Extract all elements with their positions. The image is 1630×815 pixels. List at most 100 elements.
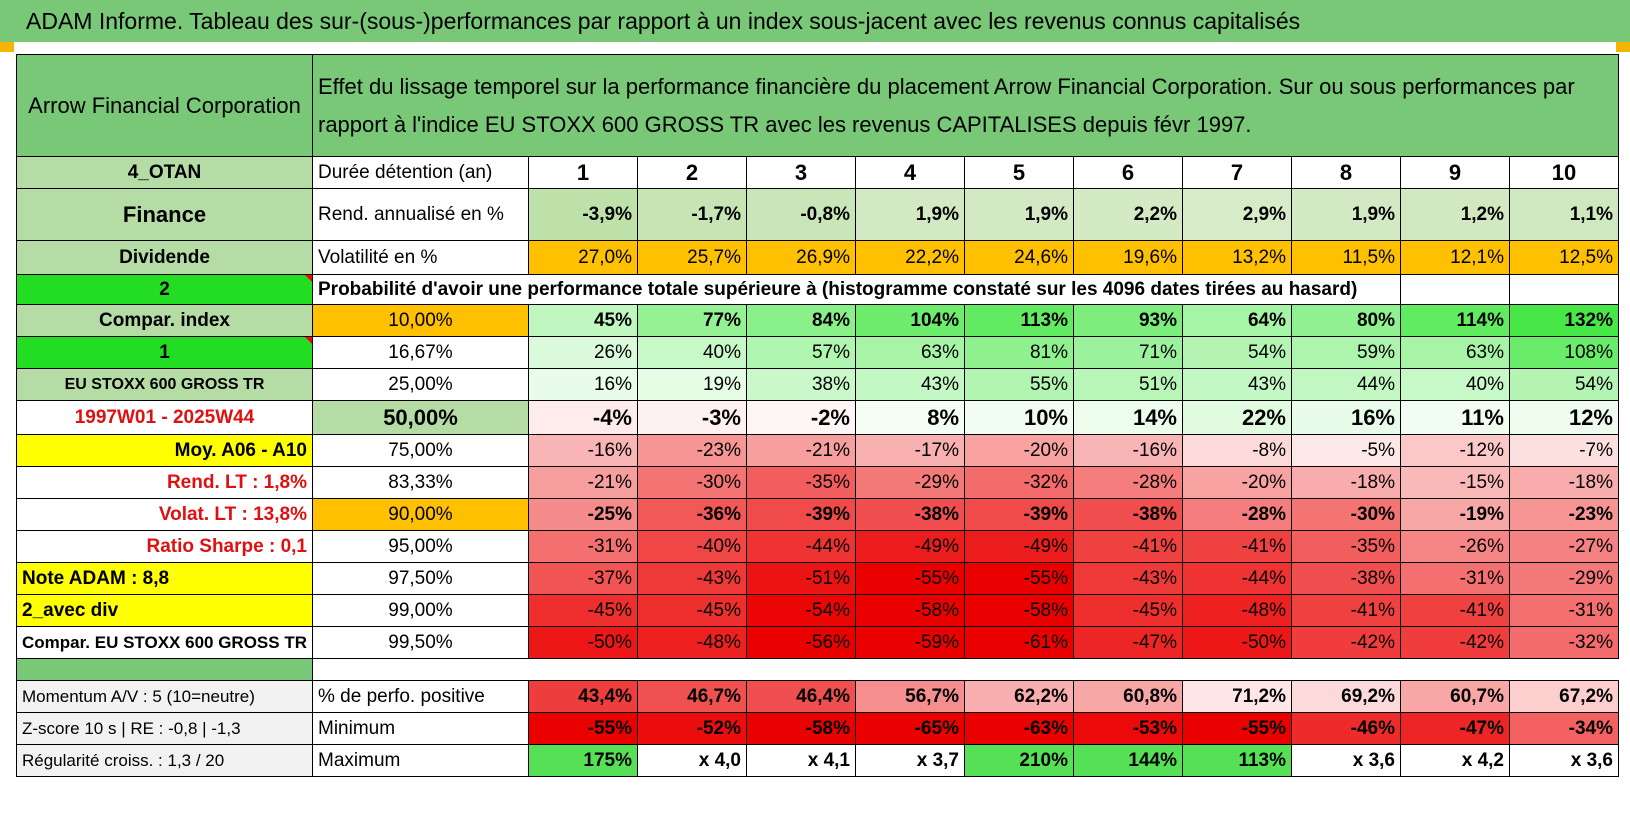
percentile-value: -19% xyxy=(1400,498,1510,531)
percentile-value: -41% xyxy=(1182,530,1292,563)
percentile-value: 40% xyxy=(637,336,747,369)
side-label: 1 xyxy=(16,336,313,369)
percentile-value: -50% xyxy=(528,626,638,659)
percentile-row: 2_avec div 99,00% -45% -45% -54% -58% -58% -45%… xyxy=(16,594,1619,627)
performance-table: Arrow Financial Corporation Effet du liss… xyxy=(16,54,1619,777)
percentile-value: -8% xyxy=(1182,434,1292,467)
percentile-value: -42% xyxy=(1400,626,1510,659)
year-header: 2 xyxy=(637,156,747,189)
volatility-cell: 22,2% xyxy=(855,240,965,275)
side-label: Dividende xyxy=(16,240,313,275)
percentile-value: -31% xyxy=(528,530,638,563)
volatility-row: Dividende Volatilité en % 27,0% 25,7% 26,9% 2… xyxy=(16,240,1619,275)
percentile-value: -44% xyxy=(1182,562,1292,595)
percentile-value: -41% xyxy=(1291,594,1401,627)
percentile-row: Rend. LT : 1,8% 83,33% -21% -30% -35% -29% -32… xyxy=(16,466,1619,499)
year-header: 8 xyxy=(1291,156,1401,189)
percentile-value: -20% xyxy=(964,434,1074,467)
percentile-value: -29% xyxy=(1509,562,1619,595)
percentile-value: 63% xyxy=(1400,336,1510,369)
percentile-value: -28% xyxy=(1073,466,1183,499)
year-header: 9 xyxy=(1400,156,1510,189)
return-cell: 1,9% xyxy=(1291,188,1401,241)
percentile-value: 14% xyxy=(1073,400,1183,435)
stats-side-label: Momentum A/V : 5 (10=neutre) xyxy=(16,680,313,713)
percentile-value: 45% xyxy=(528,304,638,337)
percentile-label: 83,33% xyxy=(312,466,529,499)
percentile-value: -55% xyxy=(964,562,1074,595)
years-row: 4_OTAN Durée détention (an) 1 2 3 4 5 6 7 8 9 10 xyxy=(16,156,1619,189)
stats-side-label: Z-score 10 s | RE : -0,8 | -1,3 xyxy=(16,712,313,745)
spacer-cell xyxy=(16,658,313,681)
stats-value: 46,7% xyxy=(637,680,747,713)
side-label: Moy. A06 - A10 xyxy=(16,434,313,467)
percentile-value: 59% xyxy=(1291,336,1401,369)
percentile-value: -41% xyxy=(1400,594,1510,627)
percentile-value: 81% xyxy=(964,336,1074,369)
percentile-value: -50% xyxy=(1182,626,1292,659)
percentile-value: -32% xyxy=(964,466,1074,499)
percentile-value: -43% xyxy=(637,562,747,595)
percentile-label: 95,00% xyxy=(312,530,529,563)
stats-side-label: Régularité croiss. : 1,3 / 20 xyxy=(16,744,313,777)
side-label: Ratio Sharpe : 0,1 xyxy=(16,530,313,563)
percentile-value: 108% xyxy=(1509,336,1619,369)
stats-value: x 4,0 xyxy=(637,744,747,777)
percentile-value: -26% xyxy=(1400,530,1510,563)
stats-value: -47% xyxy=(1400,712,1510,745)
percentile-value: 43% xyxy=(1182,368,1292,401)
percentile-value: -2% xyxy=(746,400,856,435)
percentile-value: -31% xyxy=(1400,562,1510,595)
percentile-row: Moy. A06 - A10 75,00% -16% -23% -21% -17% -20%… xyxy=(16,434,1619,467)
volatility-cell: 25,7% xyxy=(637,240,747,275)
year-header: 1 xyxy=(528,156,638,189)
percentile-value: -38% xyxy=(1291,562,1401,595)
percentile-value: -23% xyxy=(1509,498,1619,531)
percentile-value: 104% xyxy=(855,304,965,337)
stats-value: 56,7% xyxy=(855,680,965,713)
percentile-value: -27% xyxy=(1509,530,1619,563)
spacer-cell xyxy=(312,658,1619,681)
return-cell: -0,8% xyxy=(746,188,856,241)
report-title: ADAM Informe. Tableau des sur-(sous-)per… xyxy=(0,0,1630,42)
return-cell: 1,9% xyxy=(964,188,1074,241)
volatility-cell: 13,2% xyxy=(1182,240,1292,275)
percentile-value: -38% xyxy=(1073,498,1183,531)
volatility-cell: 26,9% xyxy=(746,240,856,275)
percentile-value: -37% xyxy=(528,562,638,595)
return-cell: 1,9% xyxy=(855,188,965,241)
corner-marker-left xyxy=(0,42,14,52)
percentile-value: 43% xyxy=(855,368,965,401)
percentile-value: -7% xyxy=(1509,434,1619,467)
side-label: EU STOXX 600 GROSS TR xyxy=(16,368,313,401)
percentile-value: -5% xyxy=(1291,434,1401,467)
year-header: 4 xyxy=(855,156,965,189)
percentile-value: -45% xyxy=(1073,594,1183,627)
company-name: Arrow Financial Corporation xyxy=(16,54,313,157)
year-header: 5 xyxy=(964,156,1074,189)
percentile-value: -43% xyxy=(1073,562,1183,595)
row-label: Durée détention (an) xyxy=(312,156,529,189)
percentile-value: -49% xyxy=(855,530,965,563)
stats-value: -34% xyxy=(1509,712,1619,745)
probability-title-row: 2 Probabilité d'avoir une performance tot… xyxy=(16,274,1619,305)
percentile-value: 57% xyxy=(746,336,856,369)
percentile-value: 80% xyxy=(1291,304,1401,337)
stats-value: -63% xyxy=(964,712,1074,745)
percentile-label: 25,00% xyxy=(312,368,529,401)
stats-value: 210% xyxy=(964,744,1074,777)
percentile-value: -35% xyxy=(746,466,856,499)
percentile-value: 12% xyxy=(1509,400,1619,435)
volatility-cell: 19,6% xyxy=(1073,240,1183,275)
percentile-row: Volat. LT : 13,8% 90,00% -25% -36% -39% -38% -… xyxy=(16,498,1619,531)
percentile-value: -61% xyxy=(964,626,1074,659)
percentile-label: 90,00% xyxy=(312,498,529,531)
stats-value: 113% xyxy=(1182,744,1292,777)
stats-value: x 3,7 xyxy=(855,744,965,777)
stats-value: 60,7% xyxy=(1400,680,1510,713)
year-header: 7 xyxy=(1182,156,1292,189)
percentile-value: -55% xyxy=(855,562,965,595)
side-label: Compar. EU STOXX 600 GROSS TR xyxy=(16,626,313,659)
stats-value: x 3,6 xyxy=(1509,744,1619,777)
percentile-value: 16% xyxy=(528,368,638,401)
